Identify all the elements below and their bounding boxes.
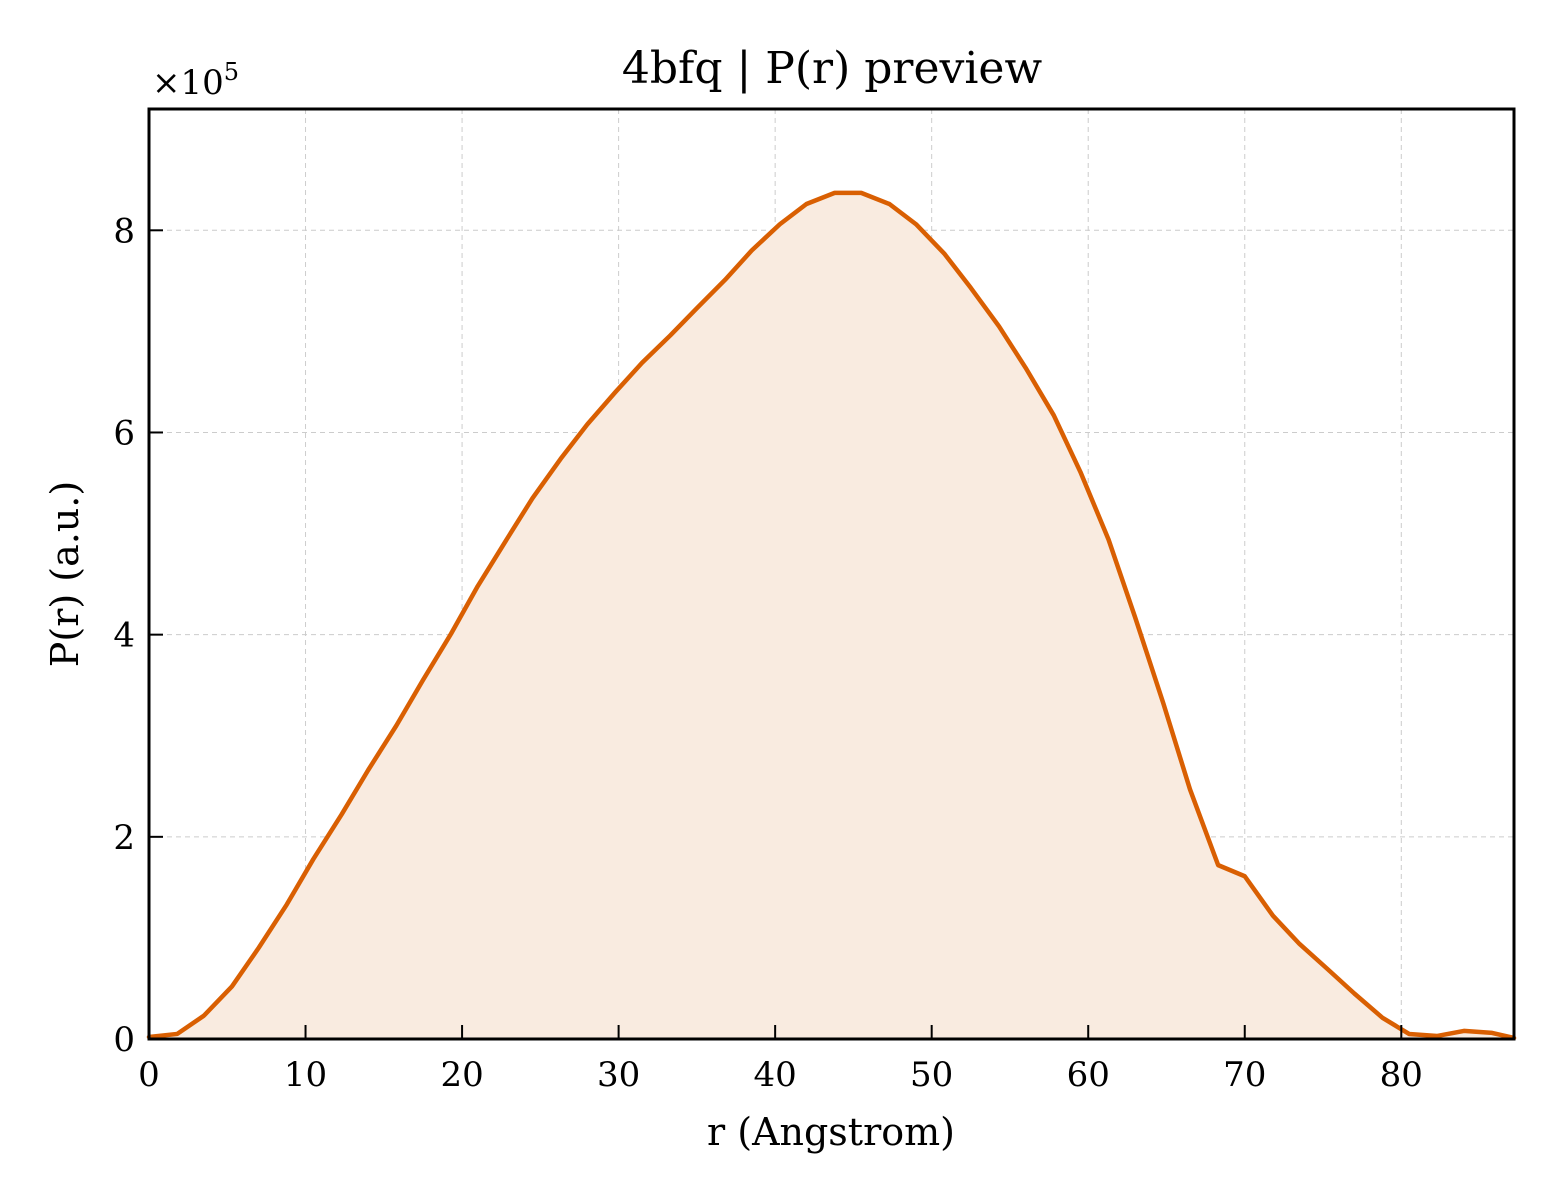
x-tick-label: 0 <box>138 1055 160 1095</box>
x-tick-label: 80 <box>1380 1055 1423 1095</box>
x-tick-label: 60 <box>1067 1055 1110 1095</box>
series-line <box>146 190 1517 1041</box>
y-axis-multiplier-base: ×10 <box>152 63 224 103</box>
x-tick-label: 30 <box>597 1055 640 1095</box>
ticks <box>148 229 1403 1040</box>
y-tick-label: 6 <box>113 413 135 453</box>
y-tick-label: 2 <box>113 818 135 858</box>
y-tick-label: 0 <box>113 1020 135 1060</box>
x-tick-label: 40 <box>754 1055 797 1095</box>
x-axis-label: r (Angstrom) <box>707 1110 955 1154</box>
x-tick-label: 70 <box>1223 1055 1266 1095</box>
x-tick-label: 10 <box>284 1055 327 1095</box>
x-tick-labels: 0 10 20 30 40 50 60 70 80 <box>138 1055 1423 1095</box>
y-axis-multiplier: ×105 <box>152 58 239 103</box>
y-axis-multiplier-exponent: 5 <box>224 58 239 86</box>
chart-title: 4bfq | P(r) preview <box>622 43 1043 94</box>
y-tick-label: 8 <box>113 211 135 251</box>
plot-frame <box>147 107 1516 1041</box>
y-axis-label: P(r) (a.u.) <box>43 481 87 667</box>
y-tick-labels: 0 2 4 6 8 <box>113 211 135 1060</box>
series-area-fill <box>149 192 1514 1040</box>
y-tick-label: 4 <box>113 616 135 656</box>
x-tick-label: 20 <box>440 1055 483 1095</box>
x-tick-label: 50 <box>910 1055 953 1095</box>
